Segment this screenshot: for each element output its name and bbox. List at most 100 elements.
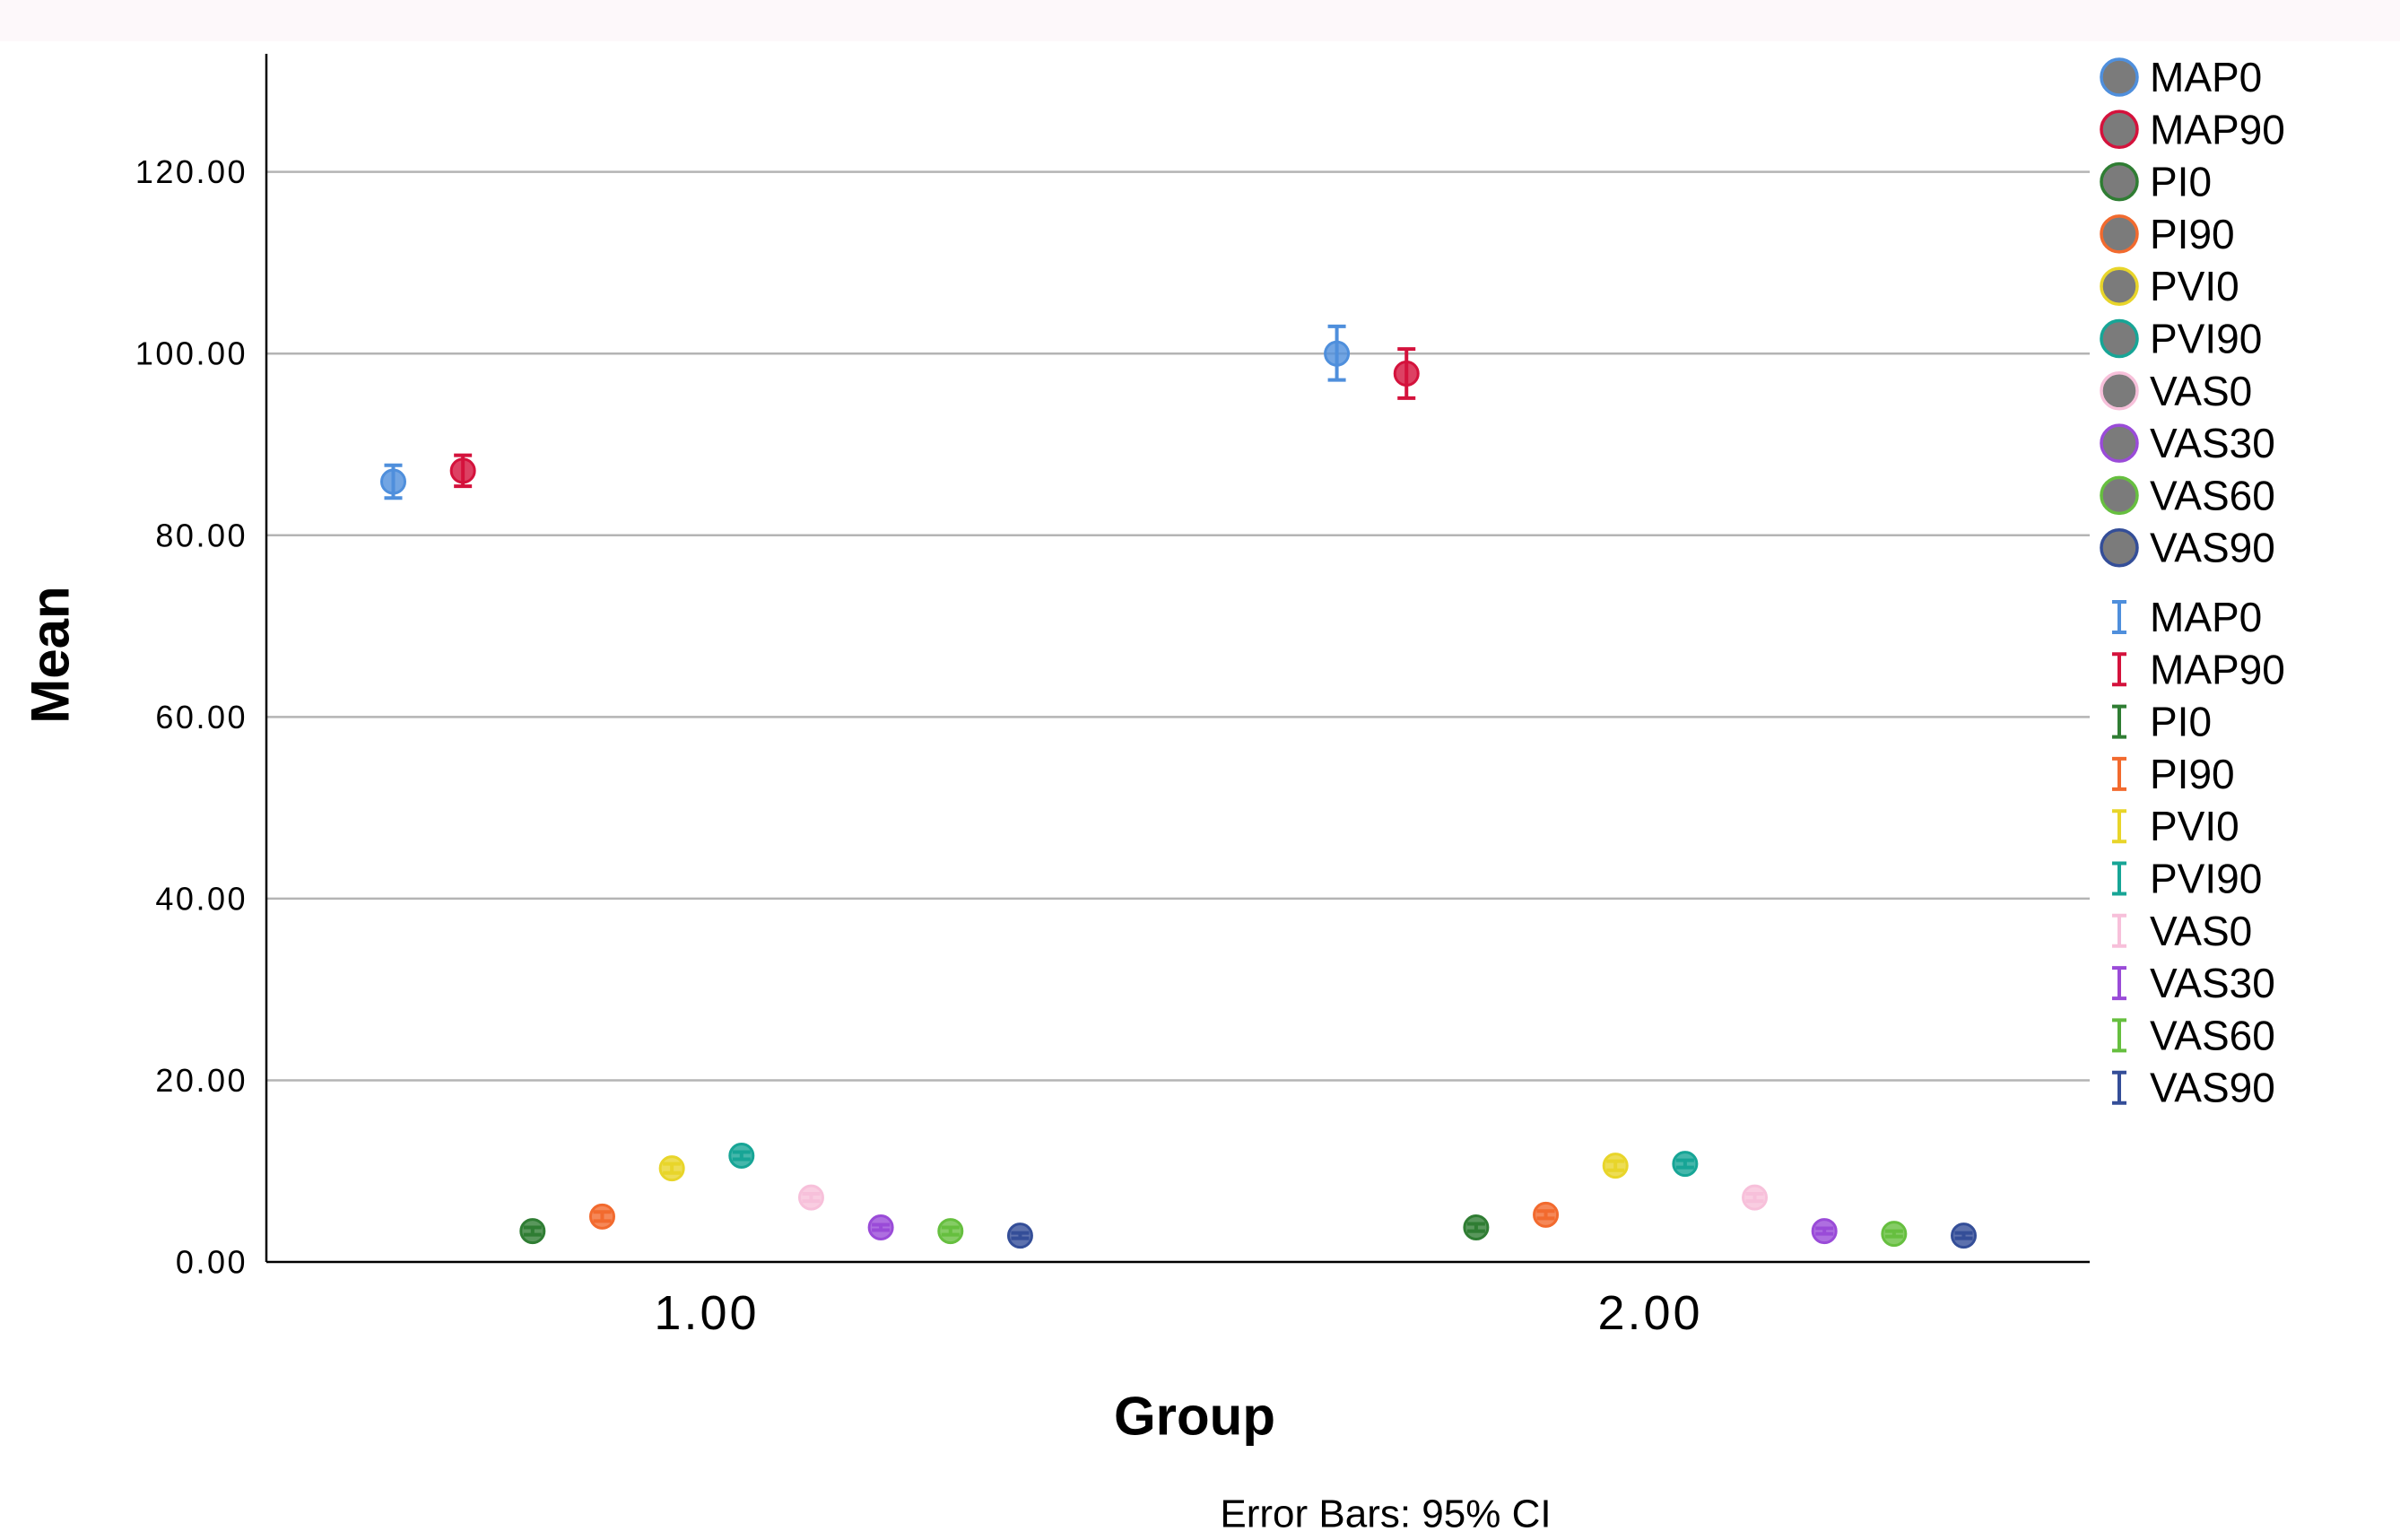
legend-error-bar-item: VAS90	[2112, 1065, 2275, 1111]
y-tick-label: 40.00	[155, 880, 248, 917]
legend-marker-icon	[2100, 475, 2139, 516]
point-map0-group-2	[1324, 324, 1351, 382]
point-vas60-group-2	[1881, 1221, 1908, 1248]
legend-label: VAS60	[2150, 472, 2275, 518]
y-tick-label: 0.00	[176, 1244, 248, 1281]
error-bar	[941, 1225, 960, 1237]
legend-error-bar-icon	[2112, 809, 2126, 844]
data-points	[379, 324, 1978, 1249]
x-tick-label: 2.00	[1597, 1286, 1702, 1340]
legend-label: VAS90	[2150, 1065, 2275, 1111]
legend-label: VAS30	[2150, 420, 2275, 466]
point-pi90-group-1	[588, 1203, 615, 1230]
error-bar	[1397, 347, 1416, 400]
legend-error-bar-icon	[2112, 600, 2126, 634]
legend-error-bar-icon	[2112, 966, 2126, 1001]
y-tick-label: 60.00	[155, 699, 248, 735]
legend-marker-item: VAS0	[2100, 368, 2252, 414]
legend-label: VAS30	[2150, 960, 2275, 1006]
point-vas90-group-1	[1006, 1222, 1033, 1249]
error-bar	[1011, 1231, 1030, 1240]
error-bar	[663, 1162, 682, 1175]
legend-error-bar-item: VAS60	[2112, 1012, 2275, 1058]
error-bar	[593, 1210, 612, 1223]
legend-marker-icon	[2100, 371, 2139, 411]
error-bar	[1815, 1226, 1834, 1236]
y-tick-label: 20.00	[155, 1062, 248, 1099]
legend-marker-item: VAS90	[2100, 525, 2275, 571]
error-bar	[1536, 1209, 1555, 1221]
legend-error-bars: MAP0 MAP90 PI0 PI90 PVI0 PVI90 VAS0 VAS30 VAS60 V…	[2112, 594, 2285, 1111]
legend-label: MAP0	[2150, 54, 2262, 100]
legend-marker-icon	[2100, 161, 2139, 202]
error-bar	[1606, 1159, 1625, 1172]
error-bar	[384, 463, 403, 500]
legend-label: VAS60	[2150, 1012, 2275, 1058]
point-pi90-group-2	[1533, 1201, 1560, 1228]
legend-label: VAS0	[2150, 908, 2252, 954]
error-bar	[732, 1150, 751, 1162]
error-bar	[802, 1192, 821, 1204]
legend-error-bar-icon	[2112, 704, 2126, 739]
legend-marker-icon	[2100, 214, 2139, 254]
point-vas0-group-1	[797, 1184, 824, 1211]
legend-marker-item: MAP90	[2100, 106, 2285, 152]
legend-marker-item: PI0	[2100, 159, 2212, 205]
legend-error-bar-icon	[2112, 913, 2126, 948]
legend-marker-item: PVI90	[2100, 316, 2262, 362]
error-bar	[454, 453, 473, 489]
legend-error-bar-item: PI0	[2112, 699, 2212, 745]
legend-error-bar-item: MAP90	[2112, 646, 2285, 692]
x-axis-title: Group	[1114, 1387, 1275, 1447]
legend-label: VAS90	[2150, 525, 2275, 571]
point-map90-group-2	[1393, 347, 1420, 400]
legend-label: PI0	[2150, 159, 2212, 205]
legend-label: PVI90	[2150, 316, 2262, 362]
legend-label: VAS0	[2150, 368, 2252, 414]
point-pi0-group-1	[519, 1218, 546, 1245]
legend-marker-icon	[2100, 527, 2139, 568]
legend-marker-icon	[2100, 423, 2139, 463]
legend-label: PVI0	[2150, 803, 2239, 849]
point-pvi90-group-1	[728, 1143, 755, 1170]
legend-label: PVI90	[2150, 856, 2262, 902]
legend-marker-icon	[2100, 266, 2139, 306]
point-map0-group-1	[379, 463, 406, 500]
legend-markers: MAP0 MAP90 PI0 PI90 PVI0 PVI90 VAS0 VAS30 VAS60 V…	[2100, 54, 2285, 571]
legend-error-bar-icon	[2112, 1018, 2126, 1053]
error-bars-note: Error Bars: 95% CI	[1220, 1492, 1551, 1536]
legend-marker-item: PI90	[2100, 211, 2235, 257]
x-axis-tick-labels: 1.00 2.00	[654, 1286, 1702, 1340]
legend-error-bar-icon	[2112, 1070, 2126, 1105]
point-vas30-group-2	[1811, 1218, 1838, 1245]
y-axis-tick-labels: 0.00 20.00 40.00 60.00 80.00 100.00 120.00	[135, 153, 248, 1281]
point-pvi0-group-1	[658, 1155, 685, 1182]
legend-marker-icon	[2100, 318, 2139, 359]
top-band	[0, 0, 2400, 41]
y-tick-label: 100.00	[135, 335, 248, 372]
legend-error-bar-icon	[2112, 652, 2126, 687]
legend-label: MAP0	[2150, 594, 2262, 640]
error-bar	[1884, 1229, 1903, 1239]
point-vas0-group-2	[1742, 1184, 1769, 1211]
point-pvi90-group-2	[1672, 1151, 1699, 1178]
error-bar	[1327, 324, 1346, 382]
error-bar	[1745, 1192, 1764, 1204]
point-pvi0-group-2	[1602, 1153, 1629, 1179]
legend-error-bar-icon	[2112, 861, 2126, 896]
error-bar	[1954, 1231, 1973, 1240]
error-bar	[1466, 1222, 1485, 1233]
legend-marker-item: PVI0	[2100, 263, 2239, 309]
point-vas90-group-2	[1951, 1222, 1978, 1249]
legend-label: PVI0	[2150, 263, 2239, 309]
error-bar	[1675, 1158, 1694, 1170]
legend-label: PI90	[2150, 211, 2235, 257]
legend-error-bar-item: MAP0	[2112, 594, 2262, 640]
y-tick-label: 120.00	[135, 153, 248, 190]
legend-error-bar-icon	[2112, 756, 2126, 791]
legend-error-bar-item: PI90	[2112, 751, 2235, 797]
legend-marker-item: VAS60	[2100, 472, 2275, 518]
legend-error-bar-item: VAS30	[2112, 960, 2275, 1006]
point-pi0-group-2	[1463, 1214, 1490, 1241]
legend-error-bar-item: VAS0	[2112, 908, 2252, 954]
